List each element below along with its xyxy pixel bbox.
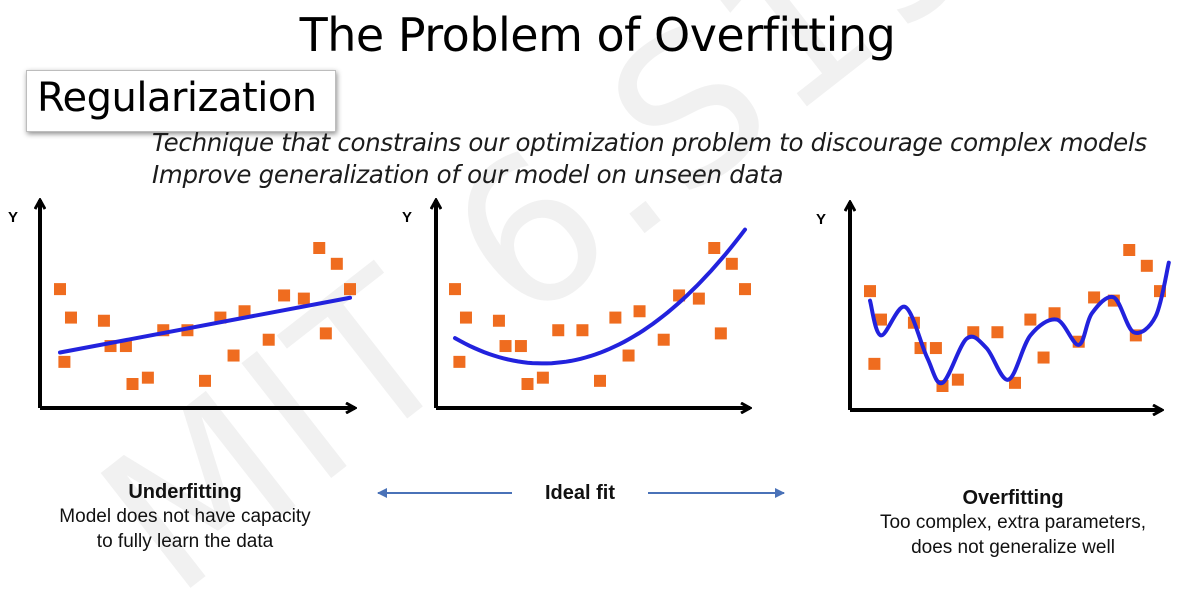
data-point bbox=[119, 340, 132, 353]
data-point bbox=[1123, 244, 1136, 256]
description-line-1: Technique that constrains our optimizati… bbox=[152, 128, 1147, 157]
data-point bbox=[739, 283, 751, 296]
caption-line: Too complex, extra parameters, bbox=[879, 512, 1147, 533]
data-point bbox=[864, 285, 876, 298]
data-point bbox=[141, 371, 154, 384]
data-point bbox=[238, 305, 251, 318]
data-points bbox=[449, 242, 751, 390]
data-point bbox=[692, 292, 705, 305]
caption-line: Model does not have capacity bbox=[59, 506, 311, 527]
data-points bbox=[864, 244, 1166, 392]
data-point bbox=[58, 355, 71, 368]
description-line-2: Improve generalization of our model on u… bbox=[152, 160, 784, 189]
data-point bbox=[725, 257, 738, 270]
data-point bbox=[199, 374, 211, 387]
data-point bbox=[1009, 376, 1021, 389]
section-label: Regularization bbox=[37, 75, 317, 121]
ideal-fit-label: Ideal fit bbox=[544, 482, 615, 504]
plot-overfitting: Y bbox=[816, 202, 1171, 410]
data-point bbox=[262, 333, 275, 346]
caption-line: to fully learn the data bbox=[96, 531, 274, 552]
caption-line: does not generalize well bbox=[911, 537, 1115, 558]
data-point bbox=[330, 257, 343, 270]
data-point bbox=[536, 371, 549, 384]
page-title: The Problem of Overfitting bbox=[299, 8, 896, 62]
data-point bbox=[657, 333, 670, 346]
data-point bbox=[499, 340, 512, 353]
data-point bbox=[344, 283, 356, 296]
data-point bbox=[227, 349, 240, 362]
data-point bbox=[951, 373, 964, 386]
data-point bbox=[991, 326, 1004, 339]
data-point bbox=[459, 311, 472, 324]
data-point bbox=[609, 311, 622, 324]
data-point bbox=[868, 357, 881, 370]
y-axis-label: Y bbox=[8, 209, 18, 226]
data-point bbox=[126, 378, 139, 390]
data-point bbox=[1048, 307, 1061, 320]
data-point bbox=[521, 378, 534, 390]
section-label-box: Regularization bbox=[26, 70, 336, 132]
data-point bbox=[453, 355, 466, 368]
data-point bbox=[278, 289, 291, 302]
caption-underfitting: Underfitting Model does not have capacit… bbox=[20, 480, 350, 554]
data-point bbox=[552, 324, 565, 337]
data-point bbox=[622, 349, 635, 362]
data-point bbox=[1088, 291, 1101, 304]
fit-line bbox=[868, 260, 1171, 386]
data-point bbox=[297, 292, 310, 305]
data-point bbox=[64, 311, 77, 324]
data-point bbox=[874, 313, 887, 326]
data-point bbox=[319, 327, 332, 340]
data-point bbox=[313, 242, 326, 254]
caption-title: Underfitting bbox=[128, 481, 242, 503]
data-point bbox=[449, 283, 461, 296]
caption-overfitting: Overfitting Too complex, extra parameter… bbox=[848, 486, 1178, 560]
y-axis-label: Y bbox=[402, 209, 412, 226]
data-point bbox=[514, 340, 527, 353]
fit-line bbox=[58, 295, 352, 355]
data-point bbox=[633, 305, 646, 318]
data-point bbox=[708, 242, 721, 254]
data-point bbox=[929, 342, 942, 355]
data-point bbox=[1024, 313, 1037, 326]
data-point bbox=[492, 314, 505, 327]
data-point bbox=[54, 283, 66, 296]
data-point bbox=[576, 324, 589, 337]
data-points bbox=[54, 242, 356, 390]
plot-underfitting: Y bbox=[8, 200, 356, 408]
data-point bbox=[594, 374, 606, 387]
data-point bbox=[97, 314, 110, 327]
fit-line bbox=[453, 227, 747, 366]
caption-title: Overfitting bbox=[962, 487, 1064, 509]
data-point bbox=[1037, 351, 1050, 364]
data-point bbox=[714, 327, 727, 340]
plot-ideal-fit: Y bbox=[402, 200, 751, 408]
y-axis-label: Y bbox=[816, 211, 826, 228]
data-point bbox=[1140, 259, 1153, 272]
